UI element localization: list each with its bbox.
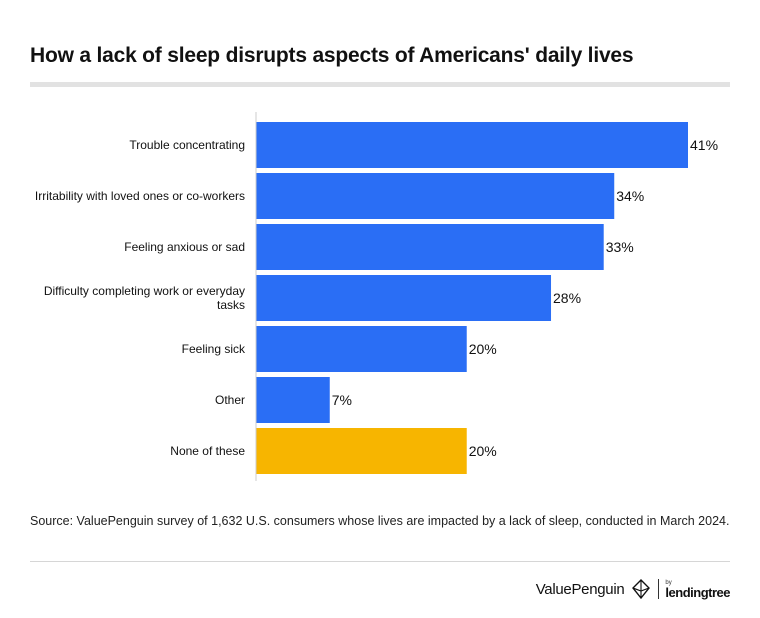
- footer-logos: ValuePenguin by lendingtree: [536, 578, 730, 600]
- category-label: Other: [215, 393, 245, 407]
- category-label: Feeling sick: [182, 342, 246, 356]
- bar: [256, 224, 604, 270]
- source-note: Source: ValuePenguin survey of 1,632 U.S…: [30, 514, 730, 528]
- data-label: 7%: [332, 392, 352, 408]
- bar: [256, 275, 552, 321]
- category-label: Difficulty completing work or everyday ta…: [44, 284, 245, 312]
- bar-chart: 41% Trouble concentrating 34% Irritability …: [35, 112, 718, 481]
- logo-separator: [658, 579, 660, 599]
- data-label: 41%: [690, 137, 718, 153]
- data-label: 20%: [469, 341, 497, 357]
- lendingtree-logo: by lendingtree: [665, 580, 730, 599]
- chart-title: How a lack of sleep disrupts aspects of …: [30, 44, 634, 67]
- valuepenguin-wordmark: ValuePenguin: [535, 580, 625, 598]
- bar: [256, 326, 467, 372]
- bar: [256, 428, 467, 474]
- bar: [256, 377, 330, 423]
- bar: [256, 122, 688, 168]
- category-label: Feeling anxious or sad: [124, 240, 245, 254]
- bar: [256, 173, 615, 219]
- category-label: Trouble concentrating: [129, 138, 245, 152]
- category-label: None of these: [170, 444, 245, 458]
- data-label: 34%: [616, 188, 644, 204]
- penguin-logo-icon: [632, 579, 651, 600]
- category-label: Irritability with loved ones or co-worke…: [35, 189, 245, 203]
- data-label: 28%: [553, 290, 581, 306]
- data-label: 33%: [606, 239, 634, 255]
- lendingtree-wordmark: lendingtree: [665, 584, 730, 600]
- footer-divider: [30, 561, 730, 562]
- title-divider: [30, 82, 730, 87]
- partner-by-label: by: [665, 579, 672, 586]
- data-label: 20%: [469, 443, 497, 459]
